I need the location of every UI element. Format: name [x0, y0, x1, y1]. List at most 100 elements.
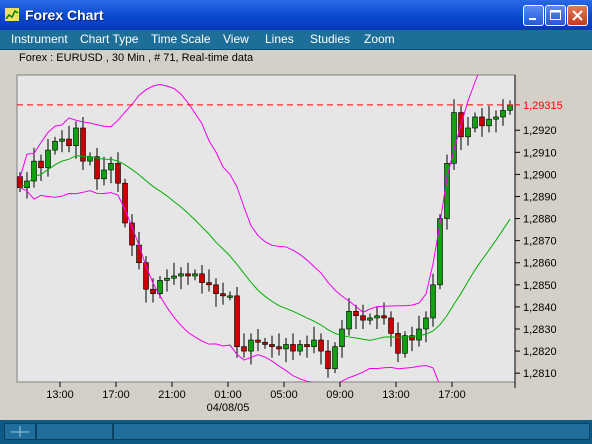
candle-up [31, 160, 37, 182]
candle-up [416, 328, 422, 341]
candle-up [59, 138, 65, 142]
menu-lines[interactable]: Lines [265, 32, 294, 46]
candle-down [241, 346, 247, 352]
candle-down [115, 163, 121, 184]
candle-down [388, 317, 394, 334]
menu-studies[interactable]: Studies [310, 32, 351, 46]
status-cell-crosshair[interactable] [4, 423, 36, 440]
candle-down [213, 284, 219, 294]
menu-zoom[interactable]: Zoom [364, 32, 395, 46]
candle-down [136, 244, 142, 264]
candle-up [507, 104, 513, 111]
x-date-label: 04/08/05 [207, 402, 250, 414]
last-price-label: 1,29315 [523, 100, 563, 112]
candle-down [122, 182, 128, 224]
candle-up [178, 273, 184, 277]
candle-up [486, 118, 492, 127]
candle-up [283, 344, 289, 350]
status-cell-2 [36, 423, 113, 440]
chart-app-icon [5, 8, 19, 21]
x-tick-label: 17:00 [102, 389, 130, 401]
candle-up [73, 127, 79, 146]
candle-down [318, 339, 324, 352]
maximize-button[interactable] [545, 5, 566, 26]
price-chart[interactable]: 1,29315 1,2920 1,2910 1,2900 1,2890 1,2880 1,2… [0, 49, 592, 420]
candle-up [227, 295, 233, 298]
candle-down [17, 176, 23, 188]
candle-down [276, 346, 282, 350]
y-tick-label: 1,2910 [523, 147, 557, 159]
candle-up [423, 317, 429, 330]
candle-down [409, 335, 415, 341]
candle-down [262, 341, 268, 345]
candle-down [38, 160, 44, 169]
y-tick-label: 1,2870 [523, 236, 557, 248]
plot-area [16, 74, 516, 383]
y-tick-label: 1,2820 [523, 346, 557, 358]
candle-down [185, 273, 191, 277]
chart-info-line: Forex : EURUSD , 30 Min , # 71, Real-tim… [19, 52, 254, 64]
candle-up [164, 277, 170, 281]
candle-down [381, 315, 387, 319]
candle-up [472, 116, 478, 129]
candle-up [171, 275, 177, 279]
candle-up [437, 218, 443, 286]
candle-up [346, 311, 352, 330]
candle-up [374, 315, 380, 319]
candle-down [94, 156, 100, 180]
candle-up [311, 339, 317, 347]
candle-up [45, 149, 51, 169]
candle-up [332, 346, 338, 370]
x-tick-label: 09:00 [326, 389, 354, 401]
x-tick-label: 05:00 [270, 389, 298, 401]
candle-down [360, 315, 366, 321]
x-tick-label: 21:00 [158, 389, 186, 401]
y-tick-label: 1,2830 [523, 324, 557, 336]
crosshair-icon [11, 426, 29, 437]
candle-up [248, 339, 254, 352]
y-tick-label: 1,2920 [523, 125, 557, 137]
bollinger-upper-band [19, 75, 479, 313]
candle-down [395, 333, 401, 354]
candle-up [157, 280, 163, 294]
candle-down [353, 311, 359, 317]
candle-down [269, 344, 275, 347]
candle-down [304, 344, 310, 347]
close-button[interactable] [567, 5, 588, 26]
minimize-icon [529, 18, 536, 20]
y-tick-label: 1,2850 [523, 280, 557, 292]
x-tick-label: 17:00 [438, 389, 466, 401]
candle-down [290, 344, 296, 352]
menu-instrument[interactable]: Instrument [11, 32, 68, 46]
candle-up [192, 273, 198, 277]
title-bar[interactable]: Forex Chart [0, 0, 592, 30]
candle-down [199, 273, 205, 283]
menu-view[interactable]: View [223, 32, 249, 46]
menu-chart-type[interactable]: Chart Type [80, 32, 139, 46]
menu-bar: Instrument Chart Type Time Scale View Li… [0, 30, 592, 50]
x-tick-label: 13:00 [46, 389, 74, 401]
minimize-button[interactable] [523, 5, 544, 26]
y-tick-label: 1,2880 [523, 214, 557, 226]
status-bar [0, 420, 592, 444]
bollinger-lower-band [19, 187, 440, 382]
moving-average-line [19, 155, 511, 341]
y-tick-label: 1,2860 [523, 258, 557, 270]
candle-down [143, 262, 149, 290]
y-tick-label: 1,2810 [523, 368, 557, 380]
candle-up [493, 116, 499, 120]
candle-up [430, 284, 436, 319]
menu-time-scale[interactable]: Time Scale [151, 32, 211, 46]
candle-down [206, 282, 212, 286]
y-tick-label: 1,2840 [523, 302, 557, 314]
candle-down [80, 127, 86, 162]
candle-down [150, 288, 156, 294]
close-icon [572, 10, 583, 21]
y-tick-label: 1,2890 [523, 191, 557, 203]
candle-down [66, 138, 72, 146]
candle-down [325, 350, 331, 370]
candle-up [465, 127, 471, 138]
candle-up [108, 163, 114, 171]
x-tick-label: 13:00 [382, 389, 410, 401]
